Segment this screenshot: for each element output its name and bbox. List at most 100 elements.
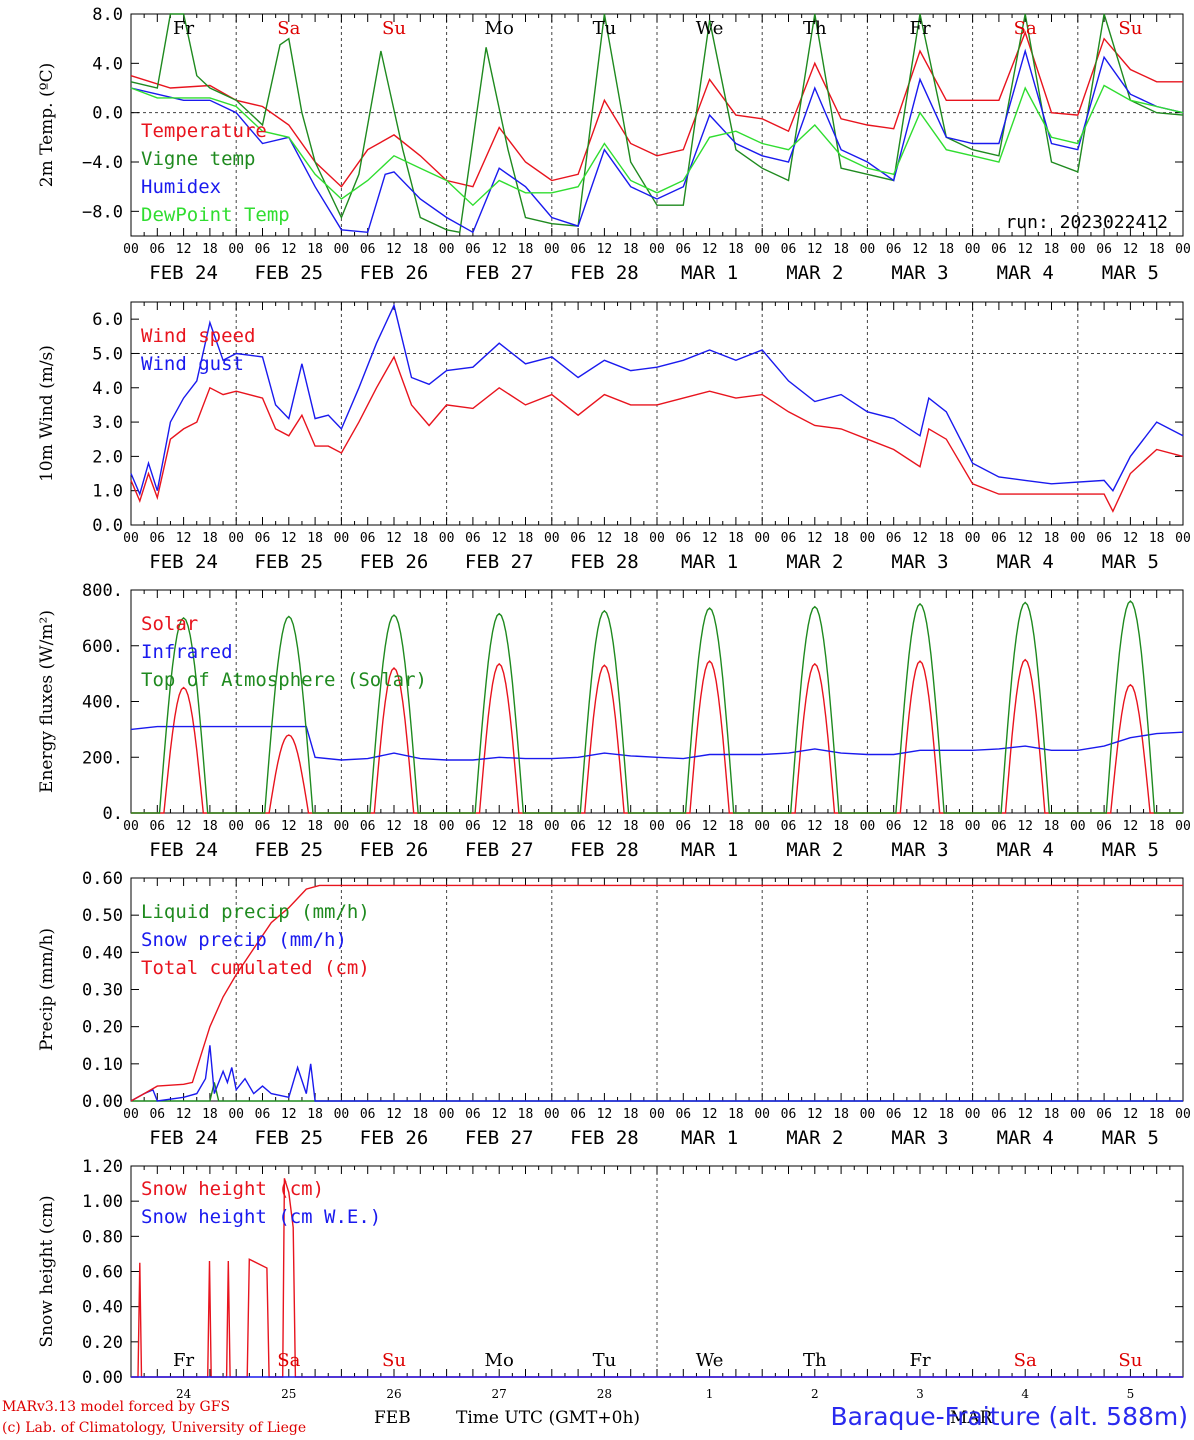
y-tick-label: 1.20 — [82, 1157, 123, 1177]
y-tick-label: 0. — [103, 804, 123, 824]
hour-label: 00 — [123, 531, 139, 546]
hour-label: 18 — [202, 819, 218, 834]
date-label: FEB 26 — [360, 1127, 429, 1149]
y-tick-label: 0.40 — [82, 943, 123, 963]
station-name: Baraque-Fraiture (alt. 588m) — [830, 1402, 1188, 1431]
series-line — [130, 884, 1183, 1102]
y-axis-label: Energy fluxes (W/m²) — [37, 610, 57, 793]
series-line — [130, 725, 1184, 761]
hour-label: 00 — [754, 531, 770, 546]
hour-label: 12 — [597, 1107, 613, 1122]
date-label: MAR 4 — [997, 1127, 1054, 1149]
hour-label: 12 — [1123, 819, 1139, 834]
hour-label: 12 — [807, 819, 823, 834]
hour-label: 00 — [1175, 531, 1191, 546]
series-line — [130, 30, 1183, 188]
hour-label: 12 — [597, 531, 613, 546]
y-axis-label: 2m Temp. (ºC) — [37, 63, 57, 188]
day-number-label: 24 — [176, 1387, 192, 1401]
hour-label: 18 — [1149, 531, 1165, 546]
hour-label: 06 — [886, 242, 902, 257]
hour-label: 12 — [491, 819, 507, 834]
legend-entry: DewPoint Temp — [141, 204, 290, 226]
y-tick-label: 0.20 — [82, 1018, 123, 1038]
date-label: FEB 27 — [465, 551, 534, 573]
day-label: Su — [1118, 1350, 1142, 1371]
hour-label: 06 — [255, 531, 271, 546]
hour-label: 06 — [570, 1107, 586, 1122]
hour-label: 00 — [649, 242, 665, 257]
y-tick-label: 2.0 — [92, 447, 123, 467]
hour-label: 18 — [1044, 531, 1060, 546]
hour-label: 12 — [281, 531, 297, 546]
hour-label: 00 — [439, 242, 455, 257]
legend-entry: Total cumulated (cm) — [141, 957, 370, 979]
hour-label: 06 — [1096, 531, 1112, 546]
y-tick-label: −8.0 — [82, 202, 123, 222]
legend-entry: Snow precip (mm/h) — [141, 929, 347, 951]
hour-label: 06 — [781, 1107, 797, 1122]
hour-label: 18 — [833, 531, 849, 546]
hour-label: 00 — [860, 1107, 876, 1122]
hour-label: 12 — [176, 531, 192, 546]
legend-entry: Infrared — [141, 641, 233, 663]
date-label: MAR 5 — [1102, 262, 1159, 284]
hour-label: 00 — [965, 819, 981, 834]
hour-label: 12 — [807, 242, 823, 257]
day-label: Tu — [593, 18, 617, 39]
panel-frame — [130, 301, 1184, 526]
legend-entry: Vigne temp — [141, 148, 255, 170]
y-tick-label: 4.0 — [92, 54, 123, 74]
y-tick-label: 6.0 — [92, 310, 123, 330]
date-label: MAR 3 — [891, 1127, 948, 1149]
hour-label: 18 — [202, 242, 218, 257]
hour-label: 12 — [281, 242, 297, 257]
lab-credit: (c) Lab. of Climatology, University of L… — [2, 1420, 307, 1436]
date-label: FEB 25 — [254, 1127, 323, 1149]
hour-label: 18 — [518, 531, 534, 546]
hour-label: 06 — [255, 819, 271, 834]
hour-label: 18 — [307, 1107, 323, 1122]
date-label: MAR 5 — [1102, 551, 1159, 573]
y-tick-label: 0.40 — [82, 1298, 123, 1318]
date-label: MAR 2 — [786, 1127, 843, 1149]
hour-label: 00 — [1175, 819, 1191, 834]
hour-label: 00 — [860, 819, 876, 834]
day-label: Th — [803, 1350, 827, 1371]
series-line — [130, 1045, 1183, 1102]
hour-label: 12 — [912, 531, 928, 546]
date-label: FEB 28 — [570, 839, 639, 861]
date-label: MAR 3 — [891, 839, 948, 861]
y-tick-label: 0.0 — [92, 104, 123, 124]
hour-label: 06 — [149, 1107, 165, 1122]
hour-label: 12 — [386, 242, 402, 257]
hour-label: 18 — [728, 531, 744, 546]
hour-label: 18 — [938, 242, 954, 257]
hour-label: 00 — [965, 1107, 981, 1122]
hour-label: 00 — [1175, 1107, 1191, 1122]
series-line — [130, 303, 1184, 497]
hour-label: 12 — [386, 819, 402, 834]
hour-label: 00 — [228, 242, 244, 257]
date-label: MAR 2 — [786, 551, 843, 573]
hour-label: 06 — [465, 531, 481, 546]
y-tick-label: 0.00 — [82, 1092, 123, 1112]
y-tick-label: 3.0 — [92, 413, 123, 433]
hour-label: 12 — [176, 819, 192, 834]
hour-label: 18 — [728, 819, 744, 834]
hour-label: 00 — [754, 242, 770, 257]
hour-label: 06 — [1096, 242, 1112, 257]
hour-label: 18 — [833, 1107, 849, 1122]
hour-label: 12 — [702, 819, 718, 834]
hour-label: 18 — [728, 1107, 744, 1122]
y-tick-label: 0.50 — [82, 906, 123, 926]
legend-entry: Top of Atmosphere (Solar) — [141, 669, 427, 691]
hour-label: 06 — [675, 819, 691, 834]
date-label: MAR 2 — [786, 839, 843, 861]
hour-label: 00 — [754, 819, 770, 834]
hour-label: 12 — [1123, 531, 1139, 546]
day-number-label: 27 — [492, 1387, 507, 1401]
day-number-label: 26 — [386, 1387, 401, 1401]
hour-label: 18 — [938, 531, 954, 546]
hour-label: 00 — [123, 242, 139, 257]
